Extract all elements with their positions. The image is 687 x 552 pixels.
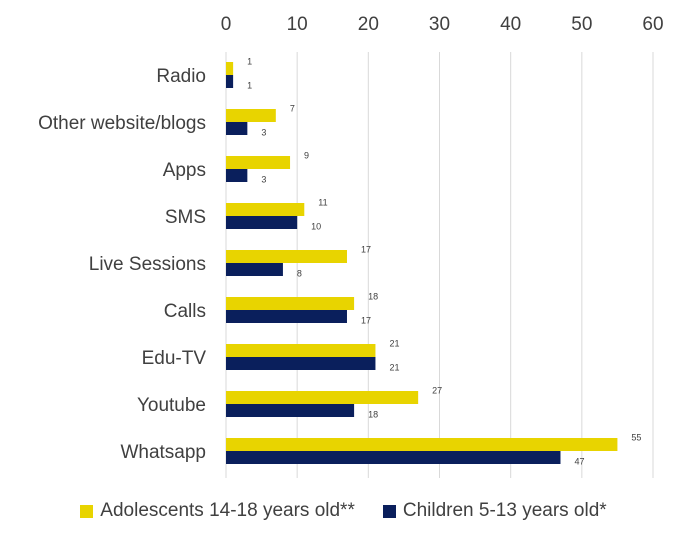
x-tick-label: 40 <box>500 14 521 35</box>
data-label: 11 <box>318 198 327 208</box>
bar <box>226 391 419 404</box>
data-label: 18 <box>368 410 378 420</box>
data-label: 8 <box>297 269 302 279</box>
data-label: 17 <box>361 245 371 255</box>
data-label: 9 <box>304 151 309 161</box>
bar <box>226 310 347 323</box>
data-label: 7 <box>290 104 295 114</box>
bar <box>226 344 376 357</box>
x-tick-label: 20 <box>358 14 379 35</box>
category-label: Edu-TV <box>142 348 207 369</box>
legend: Adolescents 14-18 years old** Children 5… <box>0 500 687 522</box>
bar <box>226 75 234 88</box>
data-label: 3 <box>261 175 266 185</box>
data-label: 3 <box>261 128 266 138</box>
legend-item-adolescents: Adolescents 14-18 years old** <box>80 500 355 522</box>
bar <box>226 169 248 182</box>
x-tick-label: 30 <box>429 14 450 35</box>
data-label: 47 <box>574 457 584 467</box>
data-label: 55 <box>631 433 641 443</box>
bar <box>226 216 298 229</box>
bar <box>226 203 305 216</box>
category-label: Apps <box>163 160 206 181</box>
data-label: 1 <box>247 57 252 67</box>
data-label: 21 <box>389 339 399 349</box>
category-label: Youtube <box>137 395 206 416</box>
legend-swatch-adolescents <box>80 504 94 518</box>
bar <box>226 451 561 464</box>
legend-label-adolescents: Adolescents 14-18 years old** <box>100 500 355 521</box>
legend-swatch-children <box>382 504 396 518</box>
x-tick-label: 10 <box>287 14 308 35</box>
data-label: 18 <box>368 292 378 302</box>
bar <box>226 250 347 263</box>
bar <box>226 156 291 169</box>
x-tick-label: 0 <box>221 14 232 35</box>
data-label: 1 <box>247 81 252 91</box>
x-tick-label: 50 <box>571 14 592 35</box>
bar <box>226 297 355 310</box>
category-label: Live Sessions <box>89 254 206 275</box>
bar <box>226 357 376 370</box>
bar <box>226 263 283 276</box>
data-label: 10 <box>311 222 321 232</box>
category-label: Whatsapp <box>120 442 206 463</box>
category-label: Calls <box>164 301 206 322</box>
legend-item-children: Children 5-13 years old* <box>382 500 607 522</box>
bar <box>226 404 355 417</box>
bar <box>226 62 234 75</box>
data-label: 17 <box>361 316 371 326</box>
legend-label-children: Children 5-13 years old* <box>402 500 607 521</box>
category-label: Radio <box>156 66 206 87</box>
data-label: 21 <box>389 363 399 373</box>
x-tick-label: 60 <box>642 14 663 35</box>
data-label: 27 <box>432 386 442 396</box>
bar <box>226 109 276 122</box>
bar <box>226 122 248 135</box>
category-label: SMS <box>165 207 206 228</box>
category-label: Other website/blogs <box>38 113 206 134</box>
bar <box>226 438 618 451</box>
